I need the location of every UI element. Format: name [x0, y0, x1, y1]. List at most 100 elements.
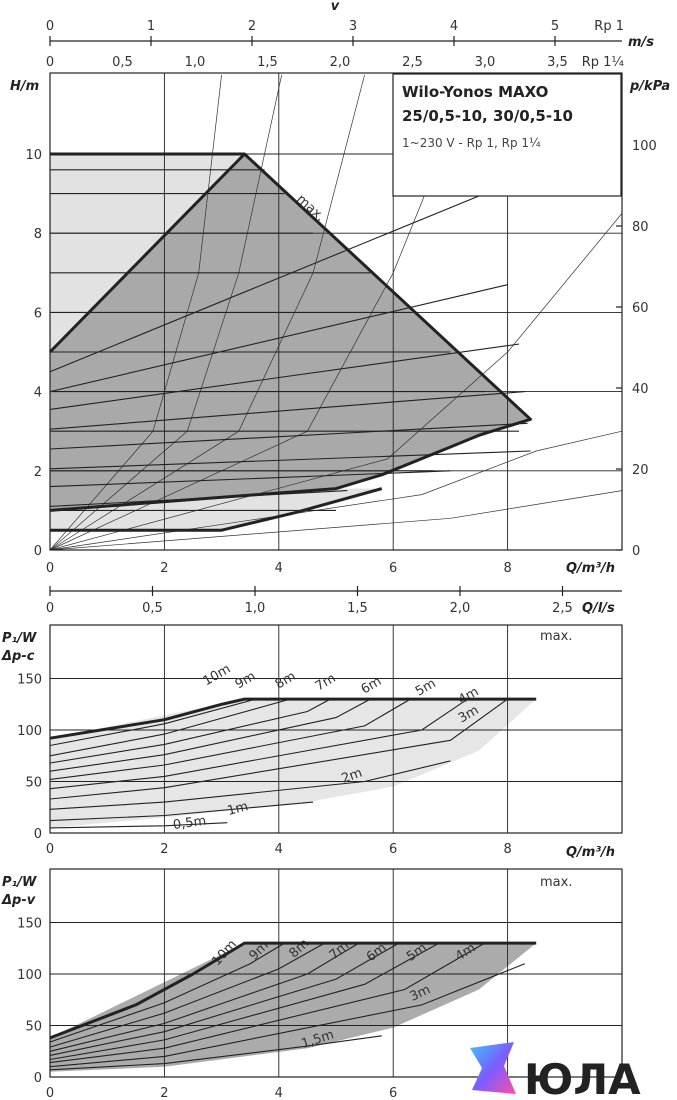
pc-ylabel2: Δp-c — [1, 649, 35, 664]
pv-y-tick-label: 50 — [25, 1020, 42, 1035]
pv-series-line — [49, 942, 325, 1048]
pv-x-tick-label: 6 — [389, 1086, 397, 1100]
pc-series-label: 2m — [340, 766, 365, 787]
rp1-tick-label: 0 — [46, 19, 54, 34]
rp114-tick-label: 1,5 — [257, 55, 278, 70]
pv-max-curve — [49, 941, 537, 1040]
pc-series-line — [49, 801, 314, 822]
pc-max-curve — [49, 697, 537, 740]
pc-series-line — [49, 760, 451, 810]
yula-brand-text: ЮЛА — [524, 1055, 641, 1100]
pc-y-tick-label: 150 — [17, 673, 42, 688]
pc-y-tick-label: 50 — [25, 776, 42, 791]
hq-max-left — [48, 152, 246, 354]
chart-note: 1~230 V - Rp 1, Rp 1¼ — [402, 136, 541, 150]
hq-dv-line — [49, 284, 508, 393]
rp114-label: Rp 1¼ — [582, 55, 625, 70]
pv-region — [50, 943, 537, 1072]
hq-y2label: p/kPa — [629, 79, 670, 94]
hq-x-tick-label: 0 — [46, 561, 54, 576]
hq-dv-line — [49, 391, 525, 430]
rp114-tick-label: 3,5 — [547, 55, 568, 70]
pc-series-label: 0,5m — [172, 814, 207, 833]
chart-subtitle: 25/0,5-10, 30/0,5-10 — [402, 107, 573, 125]
pv-series-line — [49, 1035, 382, 1071]
pv-max-label: max. — [540, 875, 572, 890]
pc-max-label: max. — [540, 629, 572, 644]
ls-tick-label: 0 — [46, 601, 54, 616]
rp1-tick-label: 4 — [450, 19, 458, 34]
hq-ylabel: H/m — [10, 79, 39, 94]
pv-ylabel2: Δp-v — [1, 893, 36, 908]
pc-series-line — [49, 698, 468, 790]
hq-dv-line — [49, 193, 485, 373]
chart-title: Wilo-Yonos MAXO — [402, 83, 548, 101]
hq-system-curve — [49, 213, 623, 551]
hq-y-tick-label: 2 — [34, 465, 42, 480]
hq-y2-tick-label: 80 — [632, 220, 649, 235]
ls-tick-label: 2,5 — [552, 601, 573, 616]
pc-series-line — [49, 698, 257, 747]
hq-system-curve — [49, 430, 623, 551]
ls-tick-label: 1,0 — [245, 601, 266, 616]
rp114-tick-label: 2,0 — [330, 55, 351, 70]
hq-x-tick-label: 8 — [503, 561, 511, 576]
pc-frame — [49, 624, 623, 834]
flow-ls-axis: 0 0,5 1,0 1,5 2,0 2,5 Q/l/s — [46, 586, 622, 616]
pv-frame — [49, 868, 623, 1078]
pv-y-tick-label: 150 — [17, 917, 42, 932]
pc-series-line — [49, 698, 291, 757]
hq-y-tick-label: 8 — [34, 227, 42, 242]
hq-operating-region — [50, 154, 531, 511]
pv-y-tick-label: 0 — [34, 1071, 42, 1086]
hq-y-tick-label: 6 — [34, 306, 42, 321]
flow-ls-label: Q/l/s — [582, 601, 615, 616]
hq-dv-line — [49, 450, 531, 470]
pc-xlabel: Q/m³/h — [566, 845, 615, 860]
rp1-tick-label: 2 — [248, 19, 256, 34]
pc-series-label: 9m — [233, 669, 259, 692]
pc-series-line — [49, 698, 508, 800]
pc-y-tick-label: 100 — [17, 724, 42, 739]
pv-x-tick-label: 4 — [275, 1086, 283, 1100]
pv-series-line — [49, 942, 360, 1052]
pv-series-line — [49, 942, 400, 1056]
rp114-tick-label: 0,5 — [112, 55, 133, 70]
yula-watermark: ЮЛА — [470, 1042, 641, 1100]
hq-xlabel: Q/m³/h — [566, 561, 615, 576]
title-box-frame — [392, 73, 622, 197]
ls-tick-label: 1,5 — [347, 601, 368, 616]
hq-frame — [49, 72, 623, 551]
rp114-tick-label: 1,0 — [185, 55, 206, 70]
hq-dv-line — [49, 422, 528, 450]
pv-series-line — [49, 942, 285, 1043]
pc-series-line — [49, 698, 331, 764]
hq-y2-tick-label: 0 — [632, 544, 640, 559]
pc-series-label: 5m — [413, 676, 439, 699]
hq-min-curve — [50, 487, 383, 532]
hq-y-tick-label: 4 — [34, 386, 42, 401]
pv-series-line — [49, 963, 526, 1068]
hq-min-region — [50, 488, 382, 531]
pv-x-tick-label: 0 — [46, 1086, 54, 1100]
pc-x-tick-label: 4 — [275, 842, 283, 857]
rp1-tick-label: 5 — [551, 19, 559, 34]
hq-dv-line — [49, 343, 520, 410]
hq-max-curve — [49, 152, 532, 512]
pv-y-tick-label: 100 — [17, 968, 42, 983]
pc-series-line — [49, 698, 371, 772]
yula-logo-icon — [470, 1042, 516, 1094]
pc-series-label: 8m — [273, 669, 299, 692]
pc-series-line — [49, 698, 411, 780]
hq-x-tick-label: 4 — [275, 561, 283, 576]
hq-title-box: Wilo-Yonos MAXO 25/0,5-10, 30/0,5-10 1~2… — [392, 73, 622, 197]
pv-series-line — [49, 942, 440, 1061]
velocity-unit: m/s — [628, 35, 654, 50]
hq-x-tick-label: 6 — [389, 561, 397, 576]
pv-series-line — [49, 942, 485, 1064]
pc-y-tick-label: 0 — [34, 827, 42, 842]
pc-x-tick-label: 6 — [389, 842, 397, 857]
pc-x-tick-label: 2 — [160, 842, 168, 857]
